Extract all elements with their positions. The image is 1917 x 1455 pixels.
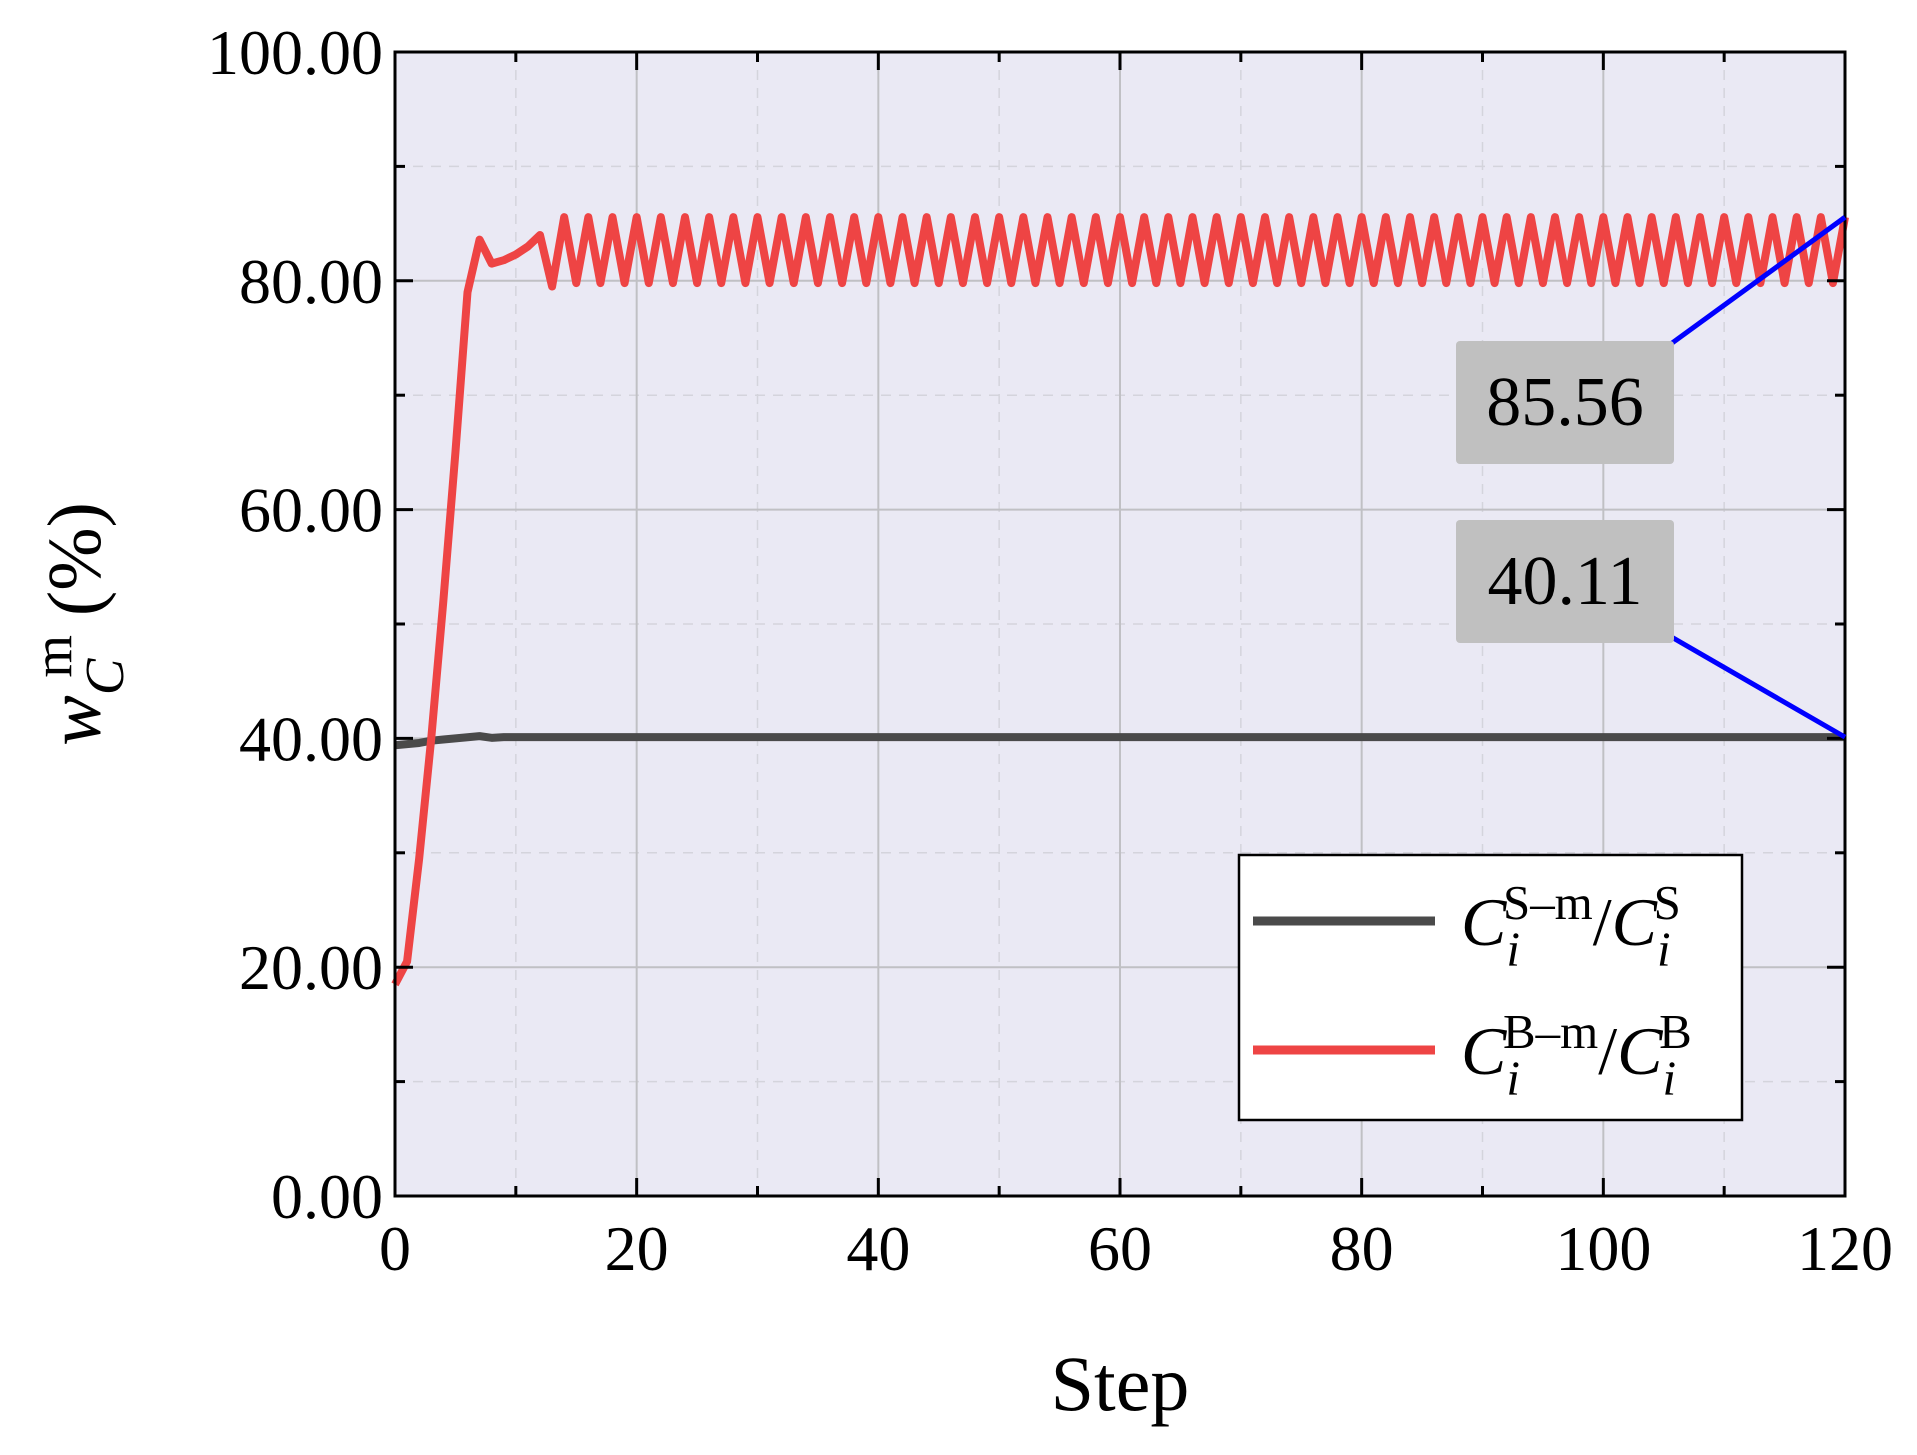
x-tick-label: 20 xyxy=(605,1213,669,1284)
x-tick-label: 40 xyxy=(846,1213,910,1284)
y-tick-label: 0.00 xyxy=(271,1161,383,1232)
y-tick-label: 40.00 xyxy=(239,703,383,774)
annotation-box xyxy=(1456,341,1674,464)
x-tick-label: 60 xyxy=(1088,1213,1152,1284)
x-tick-label: 0 xyxy=(379,1213,411,1284)
x-axis-label: Step xyxy=(1051,1340,1190,1427)
legend-label: CiB–m/CiB xyxy=(1461,1004,1692,1105)
x-tick-label: 80 xyxy=(1330,1213,1394,1284)
annotation-box xyxy=(1456,520,1674,643)
data-line xyxy=(394,732,1845,750)
annotation-label: 40.11 xyxy=(1488,543,1643,620)
legend-label: CiS–m/CiS xyxy=(1461,875,1681,976)
x-tick-label: 120 xyxy=(1797,1213,1893,1284)
x-tick-label: 100 xyxy=(1555,1213,1651,1284)
annotation-leader xyxy=(1666,215,1847,349)
annotation-label: 85.56 xyxy=(1486,364,1644,441)
y-tick-label: 80.00 xyxy=(239,246,383,317)
y-tick-label: 100.00 xyxy=(207,17,383,88)
y-tick-label: 20.00 xyxy=(239,932,383,1003)
legend-box xyxy=(1237,853,1744,1122)
y-axis-label: wCm (%) xyxy=(22,502,135,746)
data-line xyxy=(391,213,1849,987)
annotation-leader xyxy=(1666,632,1847,740)
y-tick-label: 60.00 xyxy=(239,475,383,546)
